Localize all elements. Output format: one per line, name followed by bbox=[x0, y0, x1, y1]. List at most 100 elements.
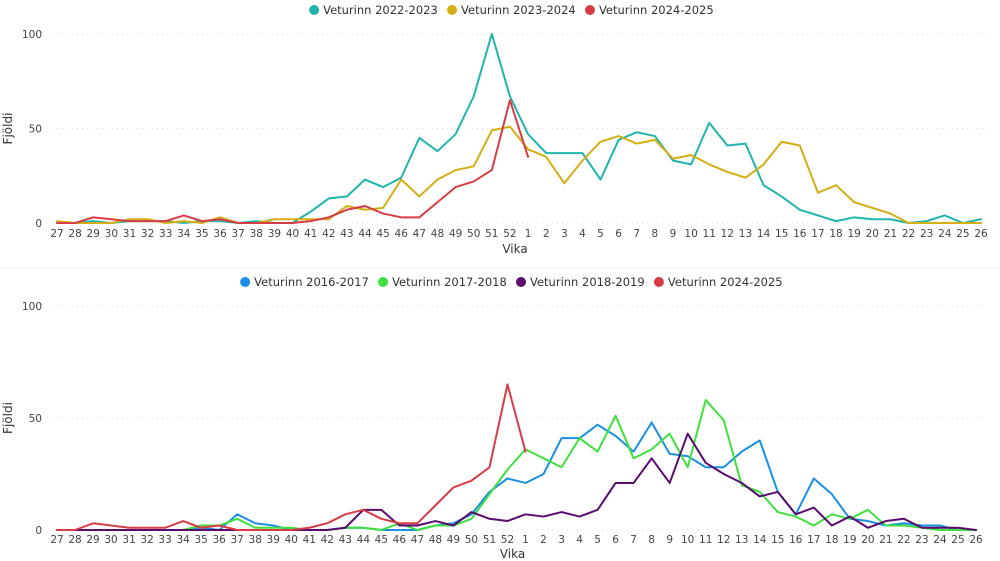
x-tick-label: 42 bbox=[321, 534, 334, 546]
x-tick-label: 34 bbox=[177, 228, 191, 240]
x-tick-label: 52 bbox=[503, 228, 516, 240]
x-tick-label: 41 bbox=[304, 228, 317, 240]
x-tick-label: 32 bbox=[141, 228, 154, 240]
x-tick-label: 33 bbox=[159, 228, 172, 240]
x-tick-label: 30 bbox=[105, 228, 118, 240]
x-tick-label: 13 bbox=[735, 534, 748, 546]
legend-label: Veturinn 2016-2017 bbox=[254, 275, 369, 289]
x-tick-label: 27 bbox=[50, 228, 63, 240]
legend-marker-icon bbox=[584, 5, 595, 15]
x-tick-label: 10 bbox=[681, 534, 694, 546]
x-tick-label: 8 bbox=[648, 534, 655, 546]
x-tick-label: 28 bbox=[68, 534, 81, 546]
y-tick-label: 50 bbox=[29, 124, 42, 136]
legend-label: Veturinn 2024-2025 bbox=[599, 3, 714, 17]
legend-marker-icon bbox=[309, 5, 320, 15]
x-tick-label: 38 bbox=[249, 534, 262, 546]
series-line-2018-2019[interactable] bbox=[56, 432, 977, 531]
x-tick-label: 12 bbox=[721, 228, 734, 240]
x-tick-label: 51 bbox=[485, 228, 498, 240]
x-tick-label: 2 bbox=[543, 228, 550, 240]
x-tick-label: 11 bbox=[699, 534, 712, 546]
x-tick-label: 29 bbox=[87, 228, 100, 240]
x-tick-label: 17 bbox=[811, 228, 824, 240]
x-tick-label: 40 bbox=[286, 228, 299, 240]
x-tick-label: 44 bbox=[357, 534, 371, 546]
x-tick-label: 20 bbox=[866, 228, 879, 240]
y-tick-label: 100 bbox=[22, 29, 42, 41]
legend-label: Veturinn 2018-2019 bbox=[530, 275, 645, 289]
x-tick-label: 19 bbox=[847, 228, 860, 240]
legend-item[interactable]: Veturinn 2024-2025 bbox=[584, 3, 714, 17]
x-tick-label: 16 bbox=[789, 534, 803, 546]
x-tick-label: 4 bbox=[576, 534, 583, 546]
x-tick-label: 31 bbox=[123, 228, 136, 240]
legend-item[interactable]: Veturinn 2017-2018 bbox=[378, 275, 507, 289]
x-tick-label: 43 bbox=[340, 228, 353, 240]
x-tick-label: 6 bbox=[612, 534, 619, 546]
legend-label: Veturinn 2024-2025 bbox=[668, 275, 783, 289]
legend-item[interactable]: Veturinn 2022-2023 bbox=[309, 3, 438, 17]
x-tick-label: 50 bbox=[465, 534, 478, 546]
x-tick-label: 26 bbox=[969, 534, 983, 546]
x-tick-label: 3 bbox=[558, 534, 565, 546]
x-tick-label: 36 bbox=[213, 228, 227, 240]
series-line-2017-2018[interactable] bbox=[56, 399, 977, 531]
legend-marker-icon bbox=[447, 5, 458, 15]
x-tick-label: 29 bbox=[86, 534, 99, 546]
legend-marker-icon bbox=[378, 277, 389, 287]
x-tick-label: 10 bbox=[684, 228, 697, 240]
x-tick-label: 15 bbox=[771, 534, 784, 546]
x-tick-label: 7 bbox=[633, 228, 640, 240]
x-tick-label: 5 bbox=[597, 228, 604, 240]
x-tick-label: 23 bbox=[920, 228, 933, 240]
y-tick-label: 50 bbox=[29, 413, 42, 425]
x-tick-label: 14 bbox=[757, 228, 771, 240]
x-tick-label: 47 bbox=[413, 228, 426, 240]
legend-marker-icon bbox=[653, 277, 664, 287]
series-line-2024-2025[interactable] bbox=[56, 383, 527, 531]
x-tick-label: 35 bbox=[195, 228, 208, 240]
x-tick-label: 47 bbox=[411, 534, 424, 546]
x-tick-label: 12 bbox=[717, 534, 730, 546]
x-tick-label: 13 bbox=[739, 228, 752, 240]
x-tick-label: 41 bbox=[303, 534, 316, 546]
legend-item[interactable]: Veturinn 2024-2025 bbox=[653, 275, 783, 289]
x-tick-label: 38 bbox=[250, 228, 263, 240]
x-tick-label: 30 bbox=[104, 534, 117, 546]
legend-label: Veturinn 2017-2018 bbox=[392, 275, 507, 289]
x-tick-label: 15 bbox=[775, 228, 788, 240]
legend-label: Veturinn 2022-2023 bbox=[323, 3, 438, 17]
x-tick-label: 23 bbox=[915, 534, 928, 546]
x-tick-label: 7 bbox=[630, 534, 637, 546]
series-line-2016-2017[interactable] bbox=[56, 421, 977, 531]
x-tick-label: 51 bbox=[483, 534, 496, 546]
x-tick-label: 21 bbox=[879, 534, 892, 546]
x-tick-label: 37 bbox=[231, 534, 244, 546]
x-axis-title: Vika bbox=[500, 547, 525, 561]
x-tick-label: 28 bbox=[68, 228, 81, 240]
x-tick-label: 44 bbox=[358, 228, 372, 240]
legend-marker-icon bbox=[240, 277, 251, 287]
legend-item[interactable]: Veturinn 2023-2024 bbox=[447, 3, 576, 17]
legend-item[interactable]: Veturinn 2018-2019 bbox=[516, 275, 645, 289]
x-tick-label: 6 bbox=[615, 228, 622, 240]
x-tick-label: 18 bbox=[825, 534, 838, 546]
x-tick-label: 25 bbox=[951, 534, 964, 546]
x-tick-label: 9 bbox=[670, 228, 677, 240]
x-tick-label: 45 bbox=[376, 228, 389, 240]
x-tick-label: 8 bbox=[652, 228, 659, 240]
x-tick-label: 46 bbox=[395, 228, 409, 240]
x-tick-label: 31 bbox=[122, 534, 135, 546]
x-tick-label: 24 bbox=[938, 228, 952, 240]
series-line-2023-2024[interactable] bbox=[56, 125, 982, 224]
x-tick-label: 11 bbox=[703, 228, 716, 240]
x-tick-label: 19 bbox=[843, 534, 856, 546]
series-line-2024-2025[interactable] bbox=[56, 99, 530, 224]
legend-item[interactable]: Veturinn 2016-2017 bbox=[240, 275, 369, 289]
x-tick-label: 39 bbox=[267, 534, 280, 546]
x-tick-label: 4 bbox=[579, 228, 586, 240]
x-tick-label: 52 bbox=[501, 534, 514, 546]
x-tick-label: 21 bbox=[884, 228, 897, 240]
